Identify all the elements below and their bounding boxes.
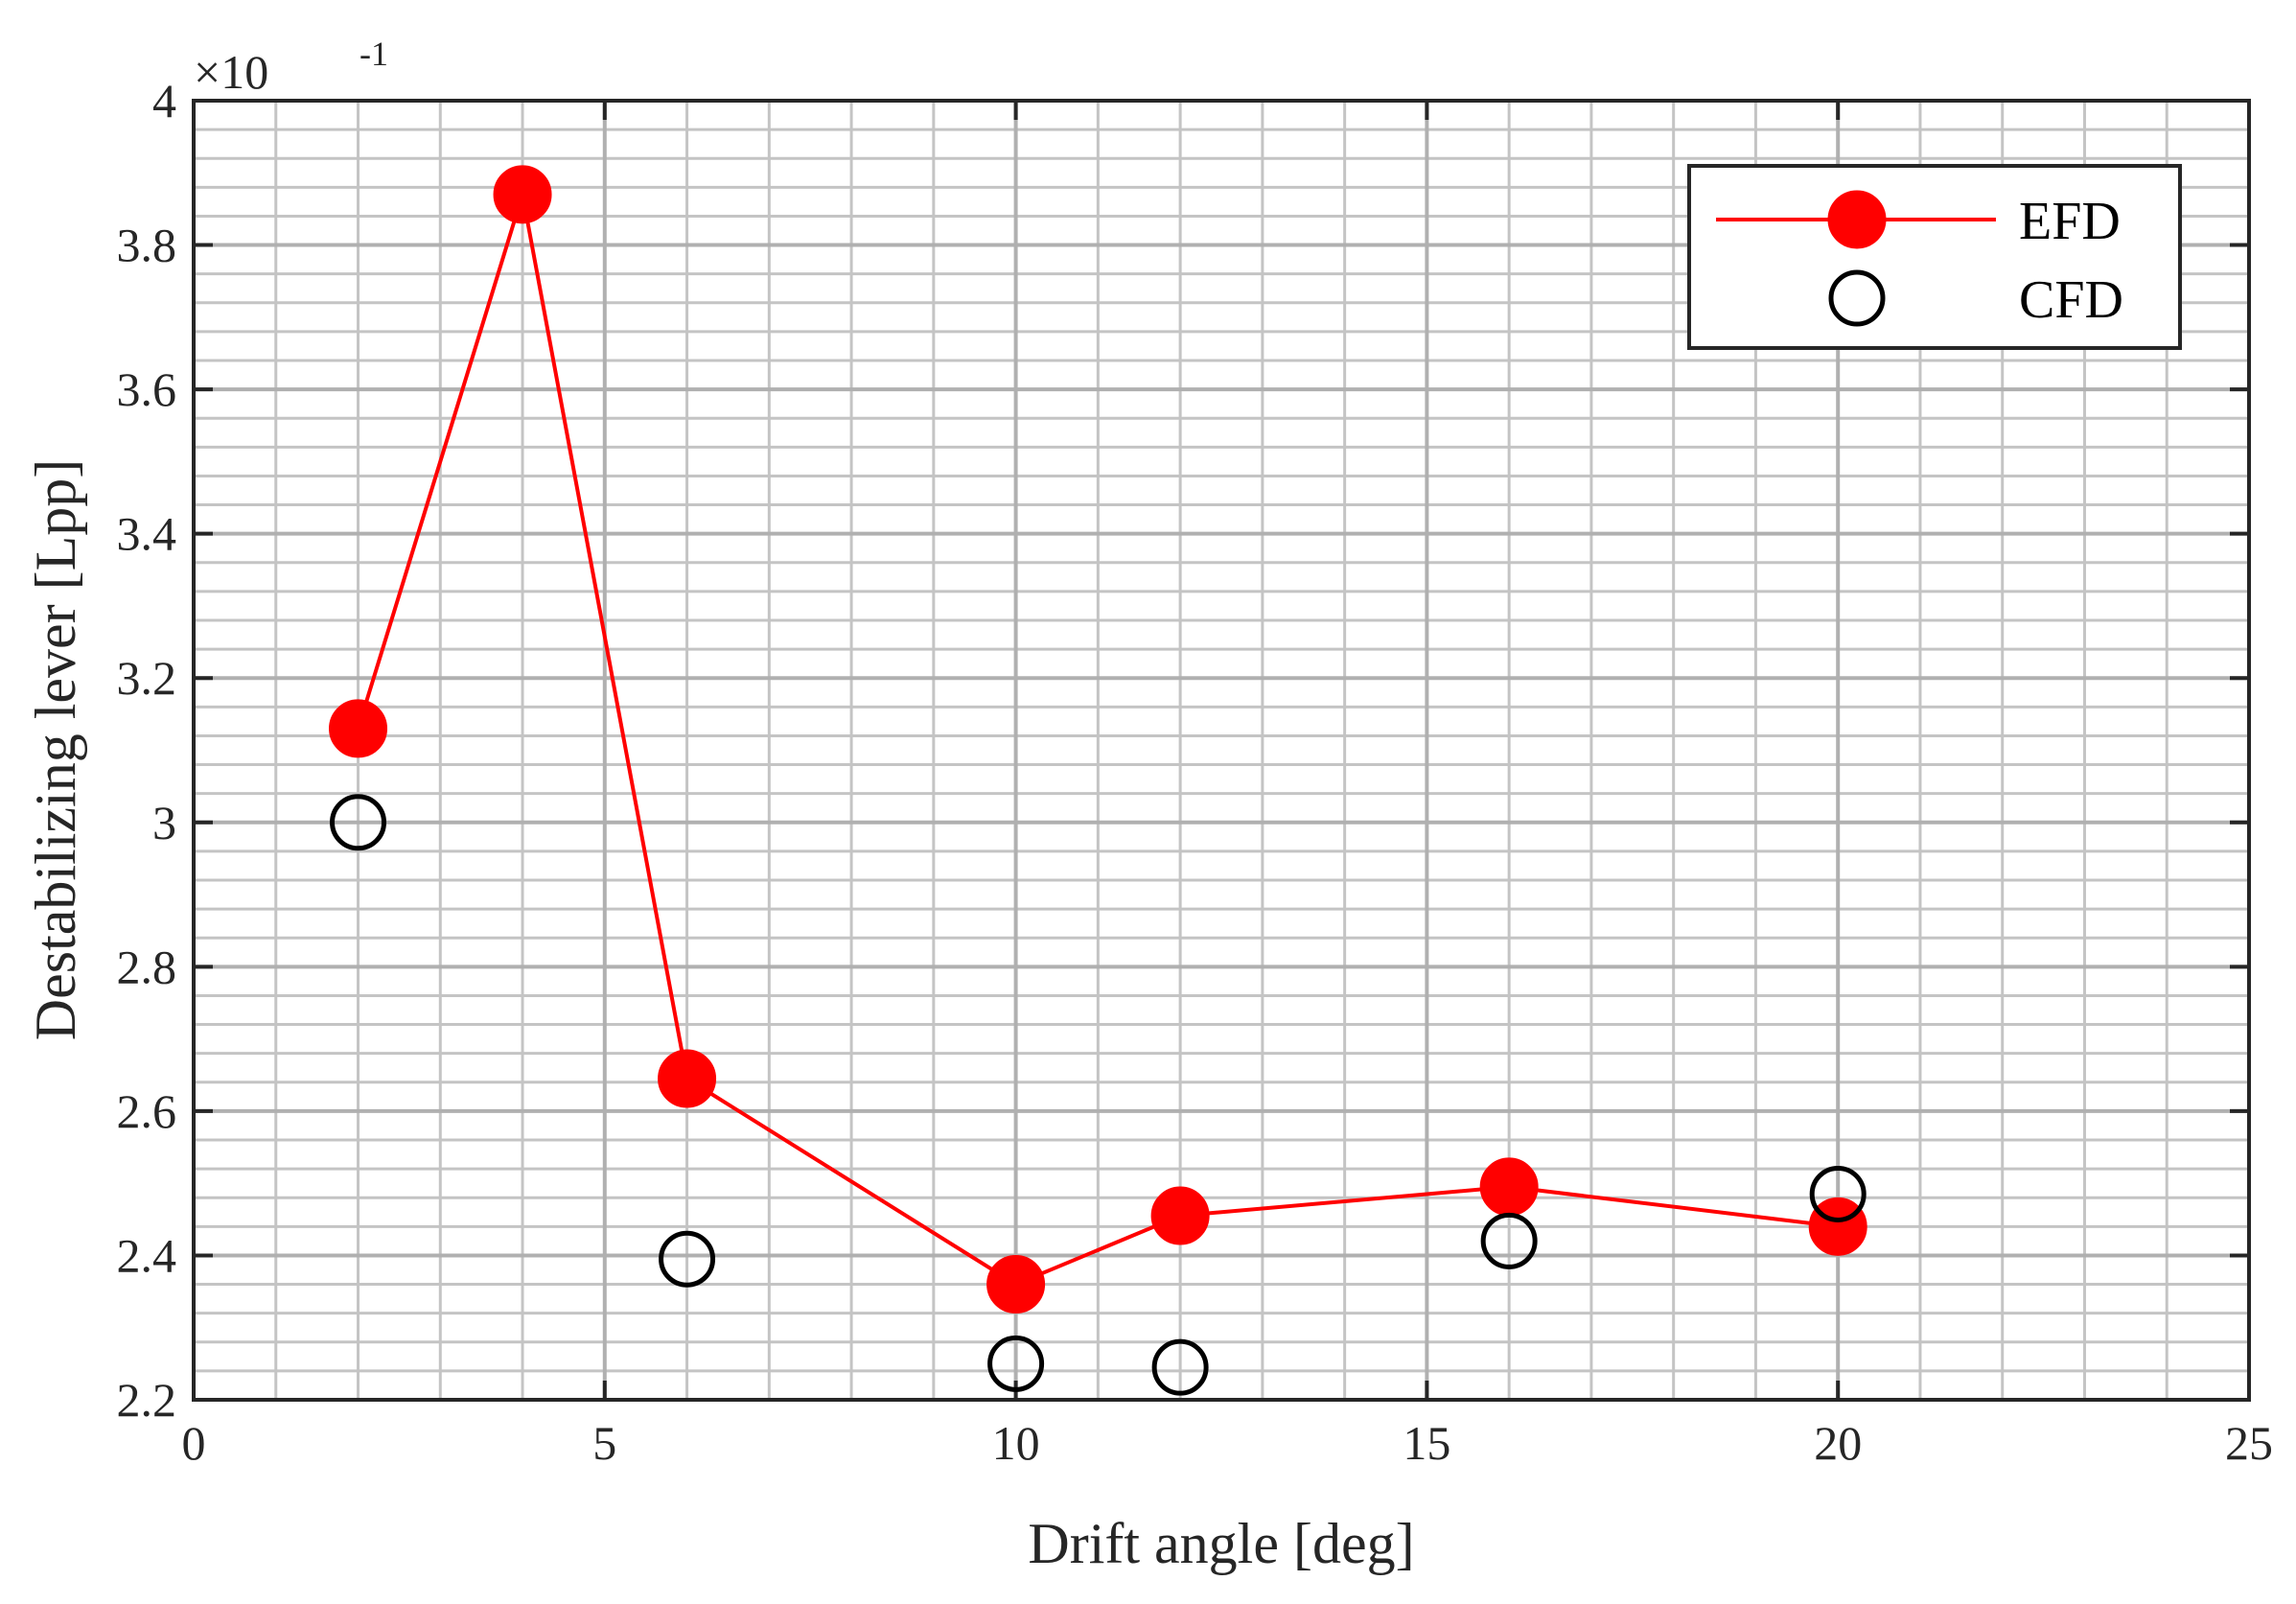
y-tick-label: 3.2 (117, 651, 177, 705)
cfd-point (659, 1230, 716, 1288)
x-axis-label: Drift angle [deg] (1028, 1512, 1414, 1575)
y-tick-label: 3.8 (117, 219, 177, 272)
minor-grid (194, 101, 2249, 1400)
legend-box (1687, 164, 2182, 350)
efd-point (493, 165, 552, 224)
legend-cfd-label: CFD (2019, 270, 2123, 330)
cfd-point (330, 794, 387, 851)
y-tick-label: 4 (152, 74, 176, 128)
x-tick-label: 25 (2225, 1416, 2273, 1470)
cfd-point (987, 1335, 1045, 1392)
cfd-point (1151, 1338, 1209, 1396)
legend-efd-label: EFD (2019, 192, 2121, 251)
y-tick-label: 2.8 (117, 940, 177, 993)
x-tick-label: 15 (1403, 1416, 1450, 1470)
legend-cfd-marker (1828, 269, 1886, 327)
y-tick-label: 2.6 (117, 1084, 177, 1138)
cfd-point (1480, 1212, 1538, 1269)
cfd-point (1809, 1165, 1867, 1222)
y-axis-label: Destabilizing lever [Lpp] (24, 459, 87, 1040)
y-exponent-power: -1 (359, 35, 388, 73)
plot-frame (192, 99, 2251, 1402)
legend: EFD CFD (1687, 164, 2182, 350)
series-layer (329, 165, 1867, 1396)
x-tick-label: 20 (1814, 1416, 1862, 1470)
y-tick-label: 2.4 (117, 1228, 177, 1282)
tick-labels: 0 5 10 15 20 25 2.2 2.4 2.6 2.8 3 3.2 3.4 3.6 3.8 4 (117, 74, 2274, 1470)
efd-point (986, 1255, 1046, 1314)
y-tick-label: 3.4 (117, 507, 177, 561)
efd-point (658, 1049, 717, 1108)
y-exponent-times: ×10 (194, 45, 268, 99)
y-tick-label: 3 (152, 796, 176, 849)
y-tick-label: 3.6 (117, 362, 177, 416)
efd-point (1808, 1197, 1867, 1256)
y-tick-label: 2.2 (117, 1373, 177, 1427)
x-tick-label: 10 (992, 1416, 1040, 1470)
legend-efd-marker (1827, 190, 1887, 249)
efd-point (1479, 1157, 1539, 1217)
x-tick-label: 5 (592, 1416, 616, 1470)
efd-point (329, 699, 388, 758)
efd-point (1150, 1186, 1210, 1245)
x-tick-label: 0 (182, 1416, 206, 1470)
